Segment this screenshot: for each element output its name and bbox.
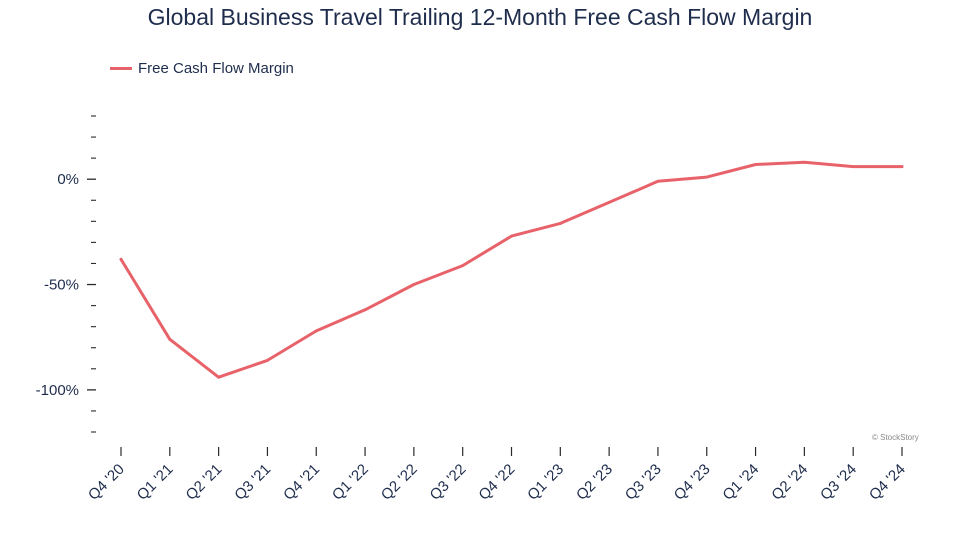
- data-point: [217, 375, 221, 379]
- data-point: [851, 165, 855, 168]
- x-tick-label: Q2 '24: [768, 461, 811, 504]
- x-tick-label: Q4 '20: [85, 461, 128, 504]
- data-point: [607, 200, 611, 204]
- series-line: [119, 160, 904, 379]
- x-tick-label: Q4 '23: [671, 461, 714, 504]
- x-tick-label: Q4 '22: [475, 461, 518, 504]
- data-point: [705, 175, 709, 179]
- data-point: [363, 308, 367, 312]
- x-tick-label: Q1 '22: [329, 461, 372, 504]
- data-point: [754, 163, 757, 166]
- x-axis: Q4 '20 Q1 '21 Q2 '21 Q3 '21 Q4 '21 Q1 '22 Q2 '…: [85, 447, 909, 504]
- x-tick-label: Q3 '22: [427, 461, 470, 504]
- data-point: [900, 165, 904, 168]
- legend: Free Cash Flow Margin: [110, 60, 294, 77]
- series-group: [119, 160, 904, 379]
- y-tick-label: 0%: [57, 171, 79, 188]
- x-tick-label: Q1 '21: [134, 461, 177, 504]
- data-point: [558, 222, 562, 225]
- data-point: [802, 160, 806, 164]
- legend-label: Free Cash Flow Margin: [138, 60, 294, 77]
- x-tick-label: Q3 '23: [622, 461, 665, 504]
- x-tick-label: Q4 '21: [280, 461, 323, 504]
- x-tick-label: Q1 '24: [719, 461, 762, 504]
- data-point: [656, 179, 660, 183]
- x-tick-label: Q1 '23: [524, 461, 567, 504]
- y-tick-label: -100%: [36, 382, 79, 399]
- data-point: [168, 337, 172, 341]
- data-point: [119, 257, 123, 261]
- data-point: [314, 329, 318, 333]
- data-point: [412, 283, 416, 286]
- data-point: [510, 234, 513, 238]
- x-tick-label: Q3 '24: [817, 461, 860, 504]
- y-tick-label: -50%: [44, 277, 79, 294]
- data-point: [266, 358, 269, 362]
- x-tick-label: Q2 '21: [183, 461, 226, 504]
- data-point: [461, 264, 465, 267]
- chart-title: Global Business Travel Trailing 12-Month…: [147, 4, 813, 30]
- x-tick-label: Q2 '22: [378, 461, 421, 504]
- legend-swatch: [110, 67, 132, 70]
- x-tick-label: Q2 '23: [573, 461, 616, 504]
- y-axis: 0% -50% -100%: [36, 115, 96, 433]
- x-tick-label: Q3 '21: [231, 461, 274, 504]
- x-tick-label: Q4 '24: [866, 461, 909, 504]
- watermark: © StockStory: [872, 433, 919, 442]
